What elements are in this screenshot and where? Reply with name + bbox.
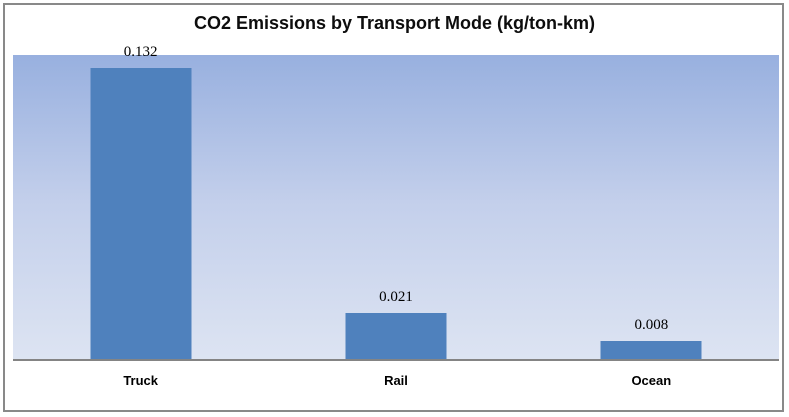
bar (600, 341, 702, 359)
bar-value-label: 0.132 (123, 44, 158, 60)
bar (90, 68, 192, 359)
bar-value-label: 0.021 (379, 289, 413, 305)
category-label: Truck (123, 373, 158, 388)
category-label: Rail (384, 373, 408, 388)
plot-slots: 0.132 0.021 0.008 (13, 44, 779, 359)
chart-title: CO2 Emissions by Transport Mode (kg/ton-… (193, 13, 596, 33)
category-axis: Truck Rail Ocean (13, 373, 779, 389)
bar-slot: 0.021 (268, 55, 523, 359)
bar-slot: 0.132 (13, 44, 268, 359)
x-axis-line (13, 359, 779, 361)
bar (345, 313, 447, 359)
bar-value-label: 0.008 (634, 317, 669, 333)
category-label: Ocean (631, 373, 672, 388)
bar-slot: 0.008 (524, 55, 779, 359)
